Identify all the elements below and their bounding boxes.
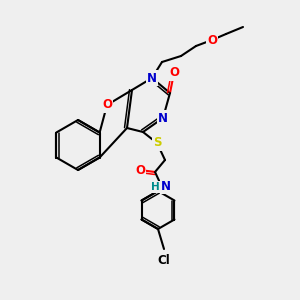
- Text: O: O: [207, 34, 217, 46]
- Text: O: O: [102, 98, 112, 112]
- Text: H: H: [151, 182, 159, 192]
- Text: N: N: [161, 181, 171, 194]
- Text: N: N: [158, 112, 168, 124]
- Text: Cl: Cl: [158, 254, 170, 267]
- Text: O: O: [169, 67, 179, 80]
- Text: N: N: [147, 71, 157, 85]
- Text: S: S: [153, 136, 161, 149]
- Text: O: O: [135, 164, 145, 176]
